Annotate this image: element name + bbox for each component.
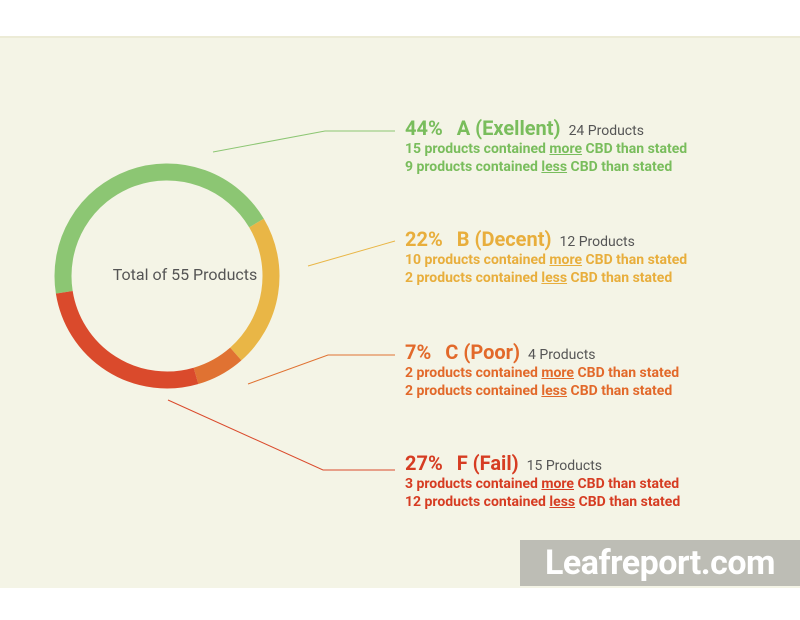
detail-text: less (541, 159, 568, 175)
leader-lines (167, 130, 396, 471)
leader-line (307, 240, 396, 267)
detail-line: 12 products contained less CBD than stat… (405, 493, 680, 511)
leader-line (167, 399, 395, 471)
entry-heading: 22% B (Decent) 12 Products (405, 227, 687, 251)
detail-text: CBD than stated (570, 159, 673, 175)
legend-entry: 22% B (Decent) 12 Products 10 products cont… (405, 227, 687, 287)
detail-text: 2 products contained (405, 383, 538, 399)
leader-line (247, 354, 395, 385)
panel (0, 36, 800, 588)
detail-line: 9 products contained less CBD than state… (405, 158, 687, 176)
detail-text: more (549, 141, 583, 157)
percent-label: 22% (405, 227, 443, 251)
detail-text: more (541, 476, 574, 492)
donut-segment (230, 218, 280, 361)
product-count: 15 Products (526, 458, 603, 474)
detail-text: 9 products contained (405, 159, 538, 175)
entry-heading: 27% F (Fail) 15 Products (405, 451, 680, 475)
detail-line: 3 products contained more CBD than state… (405, 475, 680, 493)
detail-text: more (549, 252, 583, 268)
detail-text: CBD than stated (578, 494, 681, 510)
category-name: F (Fail) (456, 451, 519, 475)
detail-text: CBD than stated (577, 365, 680, 381)
detail-line: 2 products contained less CBD than state… (405, 269, 687, 287)
detail-text: less (541, 270, 568, 286)
detail-text: CBD than stated (570, 270, 673, 286)
donut-segment (54, 163, 264, 294)
legend-entry: 27% F (Fail) 15 Products 3 products contain… (405, 451, 680, 511)
donut-segment (55, 290, 199, 389)
percent-label: 7% (405, 340, 432, 364)
detail-line: 2 products contained less CBD than state… (405, 382, 679, 400)
detail-text: 3 products contained (405, 476, 538, 492)
category-name: A (Exellent) (456, 116, 561, 140)
category-name: B (Decent) (456, 227, 552, 251)
detail-line: 15 products contained more CBD than stat… (405, 140, 687, 158)
detail-text: 10 products contained (405, 252, 546, 268)
detail-text: more (541, 365, 574, 381)
legend-entry: 7% C (Poor) 4 Products 2 products contained… (405, 340, 679, 400)
percent-label: 27% (405, 451, 443, 475)
product-count: 12 Products (559, 234, 635, 250)
detail-line: 2 products contained more CBD than state… (405, 364, 679, 382)
detail-text: less (549, 494, 576, 510)
category-name: C (Poor) (445, 340, 521, 364)
detail-text: CBD than stated (585, 252, 688, 268)
detail-text: CBD than stated (585, 141, 688, 157)
detail-text: 15 products contained (405, 141, 546, 157)
detail-text: 12 products contained (405, 494, 546, 510)
entry-heading: 44% A (Exellent) 24 Products (405, 116, 687, 140)
watermark: Leafreport.com (520, 540, 800, 586)
product-count: 4 Products (528, 347, 596, 363)
detail-text: 2 products contained (405, 365, 538, 381)
detail-text: less (541, 383, 568, 399)
detail-text: CBD than stated (570, 383, 673, 399)
donut-segment (193, 347, 242, 385)
center-label: Total of 55 Products (113, 265, 258, 284)
entry-heading: 7% C (Poor) 4 Products (405, 340, 679, 364)
percent-label: 44% (405, 116, 443, 140)
detail-text: CBD than stated (577, 476, 680, 492)
detail-text: 2 products contained (405, 270, 538, 286)
leader-line (212, 130, 395, 153)
product-count: 24 Products (568, 123, 644, 139)
legend-entry: 44% A (Exellent) 24 Products 15 products co… (405, 116, 687, 176)
detail-line: 10 products contained more CBD than stat… (405, 251, 687, 269)
